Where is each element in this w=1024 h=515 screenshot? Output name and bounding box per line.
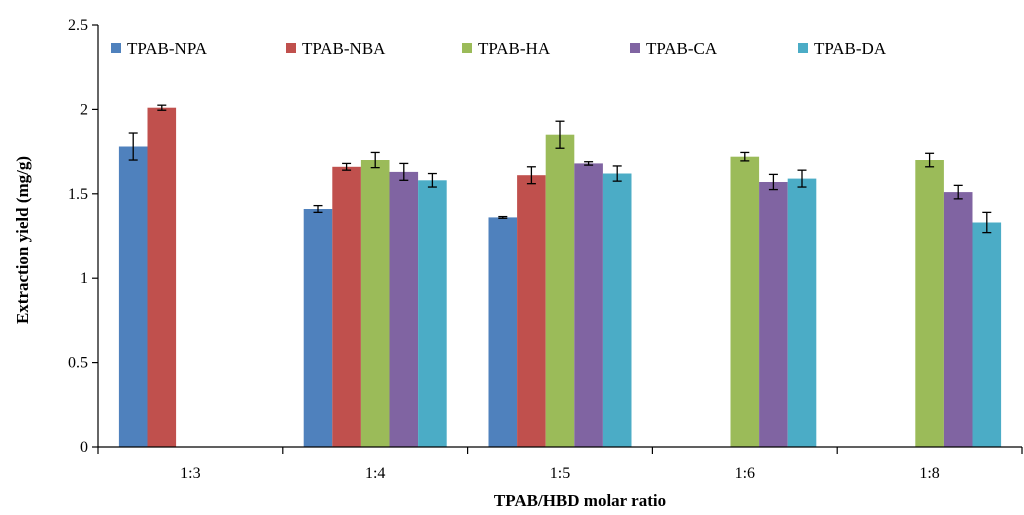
x-tick-label: 1:6 [735, 465, 755, 482]
y-tick-label: 1 [80, 270, 88, 287]
legend-label: TPAB-HA [478, 39, 551, 58]
y-tick-label: 0 [80, 439, 88, 456]
y-tick-label: 0.5 [68, 355, 88, 372]
axes-layer [97, 25, 1022, 448]
bar [118, 146, 148, 447]
x-ticks: 1:3 1:4 1:5 1:6 1:8 [97, 447, 1023, 482]
bar [517, 175, 546, 447]
bar [787, 178, 817, 447]
x-tick-label: 1:4 [365, 465, 385, 482]
x-tick-label: 1:5 [550, 465, 570, 482]
bar [389, 171, 419, 447]
bar [602, 173, 632, 447]
bar [332, 166, 361, 448]
bar [943, 192, 973, 447]
legend-label: TPAB-NBA [302, 39, 386, 58]
legend-swatch [798, 43, 808, 53]
legend-label: TPAB-NPA [127, 39, 208, 58]
bar [545, 134, 575, 447]
bar [488, 217, 518, 447]
bar [418, 180, 447, 448]
bars-layer [118, 107, 1002, 448]
y-axis-title: Extraction yield (mg/g) [13, 156, 32, 324]
bar [574, 163, 603, 447]
bar [147, 107, 177, 447]
y-tick-label: 2.5 [68, 17, 88, 34]
x-tick-label: 1:3 [180, 465, 200, 482]
legend-swatch [286, 43, 296, 53]
error-bars-layer [128, 104, 992, 234]
y-ticks: 0 0.5 1 1.5 2 2.5 [68, 17, 98, 456]
bar [303, 209, 333, 447]
y-tick-label: 2 [80, 101, 88, 118]
legend-swatch [630, 43, 640, 53]
legend-swatch [462, 43, 472, 53]
bar [759, 182, 788, 447]
x-tick-label: 1:8 [919, 465, 939, 482]
legend: TPAB-NPA TPAB-NBA TPAB-HA TPAB-CA TPAB-DA [111, 39, 887, 58]
bar [915, 160, 944, 447]
x-axis-title: TPAB/HBD molar ratio [494, 491, 666, 510]
legend-swatch [111, 43, 121, 53]
y-tick-label: 1.5 [68, 186, 88, 203]
bar [730, 156, 760, 447]
bar [972, 222, 1002, 447]
bar [360, 160, 390, 447]
legend-label: TPAB-CA [646, 39, 718, 58]
legend-label: TPAB-DA [814, 39, 887, 58]
